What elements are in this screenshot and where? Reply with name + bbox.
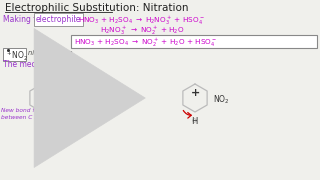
Text: HNO$_3$ + H$_2$SO$_4$ $\rightarrow$ NO$_2^+$ + H$_2$O + HSO$_4^-$: HNO$_3$ + H$_2$SO$_4$ $\rightarrow$ NO$_… — [74, 37, 217, 49]
Text: NO$_2$: NO$_2$ — [213, 94, 230, 106]
Text: H$_2$NO$_3^+$ $\rightarrow$ NO$_2^+$ + H$_2$O: H$_2$NO$_3^+$ $\rightarrow$ NO$_2^+$ + H… — [100, 25, 185, 37]
Text: HNO$_3$ + H$_2$SO$_4$ $\rightarrow$ H$_2$NO$_3^+$ + HSO$_4^-$: HNO$_3$ + H$_2$SO$_4$ $\rightarrow$ H$_2… — [78, 15, 205, 27]
Text: Making the: Making the — [3, 15, 48, 24]
Text: :: : — [73, 15, 76, 24]
Text: $^+$NO$_2$: $^+$NO$_2$ — [5, 50, 28, 63]
FancyBboxPatch shape — [3, 48, 26, 60]
Text: New bond forms
between C and N: New bond forms between C and N — [1, 108, 52, 120]
Text: nitronium ion: nitronium ion — [28, 50, 73, 56]
Text: H: H — [191, 117, 197, 126]
Text: Electrophilic Substitution: Nitration: Electrophilic Substitution: Nitration — [5, 3, 188, 13]
Text: $^+$NO$_2$: $^+$NO$_2$ — [73, 92, 95, 104]
Text: +: + — [190, 88, 200, 98]
Text: The mechanism:: The mechanism: — [3, 60, 66, 69]
Text: electrophile: electrophile — [36, 15, 81, 24]
FancyBboxPatch shape — [71, 35, 317, 48]
